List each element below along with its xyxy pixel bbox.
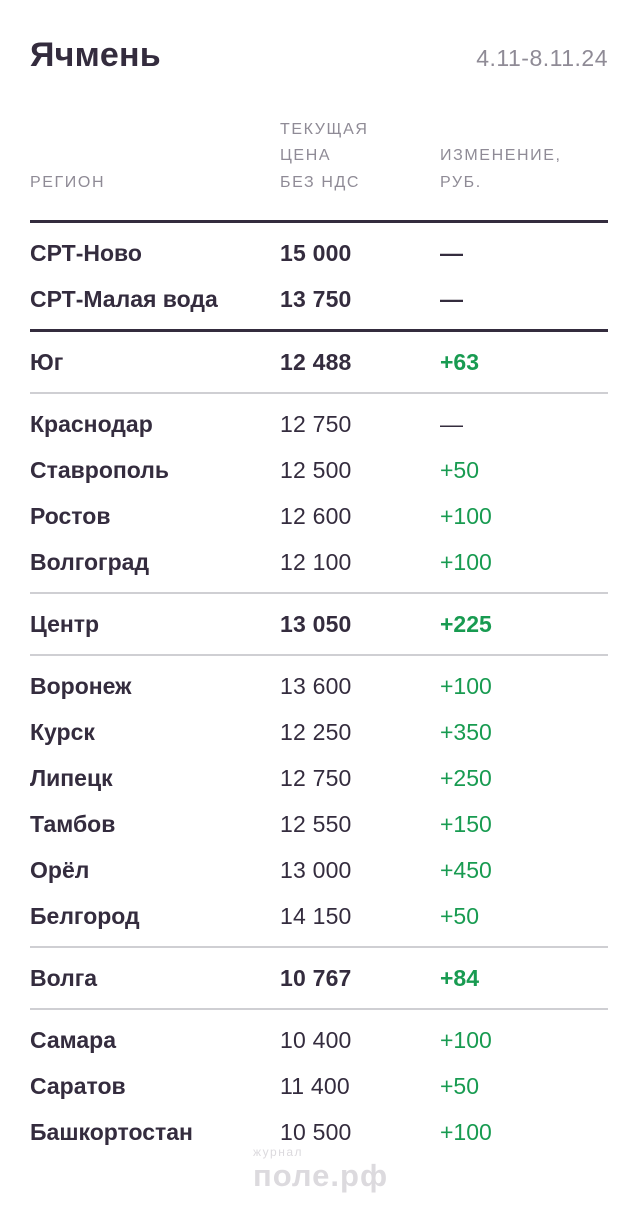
change-cell: +350 (440, 718, 492, 745)
change-cell: +100 (440, 502, 492, 529)
table-row: Тамбов 12 550 +150 (30, 801, 608, 847)
table-row: Волга 10 767 +84 (30, 955, 608, 1001)
table-row: Саратов 11 400 +50 (30, 1063, 608, 1109)
price-table-body: СРТ-Ново 15 000 — СРТ-Малая вода 13 750 — Юг 12… (30, 223, 608, 1162)
change-cell: +100 (440, 548, 492, 575)
table-row: Воронеж 13 600 +100 (30, 663, 608, 709)
watermark-logo: журнал поле.рф (253, 1146, 388, 1191)
watermark-journal-label: журнал (253, 1145, 304, 1159)
price-cell: 10 500 (280, 1118, 352, 1145)
price-cell: 12 488 (280, 348, 352, 375)
table-row: Ростов 12 600 +100 (30, 493, 608, 539)
date-range: 4.11-8.11.24 (476, 45, 608, 71)
price-cell: 12 500 (280, 456, 352, 483)
region-cell: Самара (30, 1026, 117, 1053)
region-cell: Башкортостан (30, 1118, 193, 1145)
table-row: Белгород 14 150 +50 (30, 893, 608, 939)
change-cell: +100 (440, 1026, 492, 1053)
table-section: Краснодар 12 750 — Ставрополь 12 500 +50 Росто… (30, 392, 608, 592)
page-title: Ячмень (30, 36, 161, 74)
table-section: Центр 13 050 +225 (30, 592, 608, 654)
column-header-region: РЕГИОН (30, 173, 106, 191)
region-cell: Краснодар (30, 410, 153, 437)
change-cell: +250 (440, 764, 492, 791)
change-cell: +63 (440, 348, 480, 375)
region-cell: Курск (30, 718, 95, 745)
price-cell: 12 750 (280, 764, 352, 791)
region-cell: Липецк (30, 764, 113, 791)
region-cell: Саратов (30, 1072, 126, 1099)
change-cell: +450 (440, 856, 492, 883)
region-cell: Ставрополь (30, 456, 170, 483)
change-cell: +50 (440, 902, 480, 929)
price-cell: 14 150 (280, 902, 352, 929)
price-cell: 12 100 (280, 548, 352, 575)
table-row: СРТ-Ново 15 000 — (30, 230, 608, 276)
table-row: Волгоград 12 100 +100 (30, 539, 608, 585)
table-column-headers: РЕГИОН ТЕКУЩАЯ ЦЕНА БЕЗ НДС ИЗМЕНЕНИЕ, Р… (30, 117, 608, 224)
change-cell: — (440, 410, 463, 437)
region-cell: СРТ-Ново (30, 239, 142, 266)
table-section: Юг 12 488 +63 (30, 329, 608, 392)
price-cell: 12 250 (280, 718, 352, 745)
region-cell: Ростов (30, 502, 111, 529)
table-row: Орёл 13 000 +450 (30, 847, 608, 893)
table-row: Краснодар 12 750 — (30, 401, 608, 447)
change-cell: +100 (440, 1118, 492, 1145)
change-cell: +50 (440, 1072, 480, 1099)
region-cell: Юг (30, 348, 64, 375)
change-cell: +225 (440, 610, 492, 637)
change-cell: +150 (440, 810, 492, 837)
card-header: Ячмень 4.11-8.11.24 (30, 36, 608, 75)
region-cell: Белгород (30, 902, 140, 929)
change-cell: +100 (440, 672, 492, 699)
price-cell: 13 600 (280, 672, 352, 699)
region-cell: Воронеж (30, 672, 132, 699)
price-cell: 13 750 (280, 285, 352, 312)
table-row: Юг 12 488 +63 (30, 339, 608, 385)
region-cell: Волга (30, 964, 98, 991)
region-cell: Тамбов (30, 810, 116, 837)
table-row: Самара 10 400 +100 (30, 1017, 608, 1063)
change-cell: +84 (440, 964, 480, 991)
price-cell: 13 050 (280, 610, 352, 637)
price-cell: 12 600 (280, 502, 352, 529)
region-cell: Орёл (30, 856, 90, 883)
column-header-price: ТЕКУЩАЯ ЦЕНА БЕЗ НДС (280, 121, 369, 191)
table-row: Липецк 12 750 +250 (30, 755, 608, 801)
price-cell: 10 400 (280, 1026, 352, 1053)
table-row: Курск 12 250 +350 (30, 709, 608, 755)
price-cell: 15 000 (280, 239, 352, 266)
price-cell: 12 750 (280, 410, 352, 437)
region-cell: СРТ-Малая вода (30, 285, 218, 312)
table-section: Самара 10 400 +100 Саратов 11 400 +50 Башкорто… (30, 1008, 608, 1162)
price-cell: 13 000 (280, 856, 352, 883)
region-cell: Волгоград (30, 548, 150, 575)
watermark-brand: поле.рф (253, 1158, 389, 1193)
table-row: Центр 13 050 +225 (30, 601, 608, 647)
price-cell: 12 550 (280, 810, 352, 837)
region-cell: Центр (30, 610, 100, 637)
table-section: Воронеж 13 600 +100 Курск 12 250 +350 Липецк 12… (30, 654, 608, 946)
table-row: Башкортостан 10 500 +100 (30, 1109, 608, 1155)
table-section: СРТ-Ново 15 000 — СРТ-Малая вода 13 750 — (30, 223, 608, 329)
table-row: Ставрополь 12 500 +50 (30, 447, 608, 493)
price-cell: 10 767 (280, 964, 352, 991)
table-section: Волга 10 767 +84 (30, 946, 608, 1008)
change-cell: +50 (440, 456, 480, 483)
column-header-change: ИЗМЕНЕНИЕ, РУБ. (440, 147, 562, 191)
price-cell: 11 400 (280, 1072, 350, 1099)
change-cell: — (440, 285, 463, 312)
change-cell: — (440, 239, 463, 266)
table-row: СРТ-Малая вода 13 750 — (30, 276, 608, 322)
price-card: Ячмень 4.11-8.11.24 РЕГИОН ТЕКУЩАЯ ЦЕНА … (30, 36, 608, 1162)
